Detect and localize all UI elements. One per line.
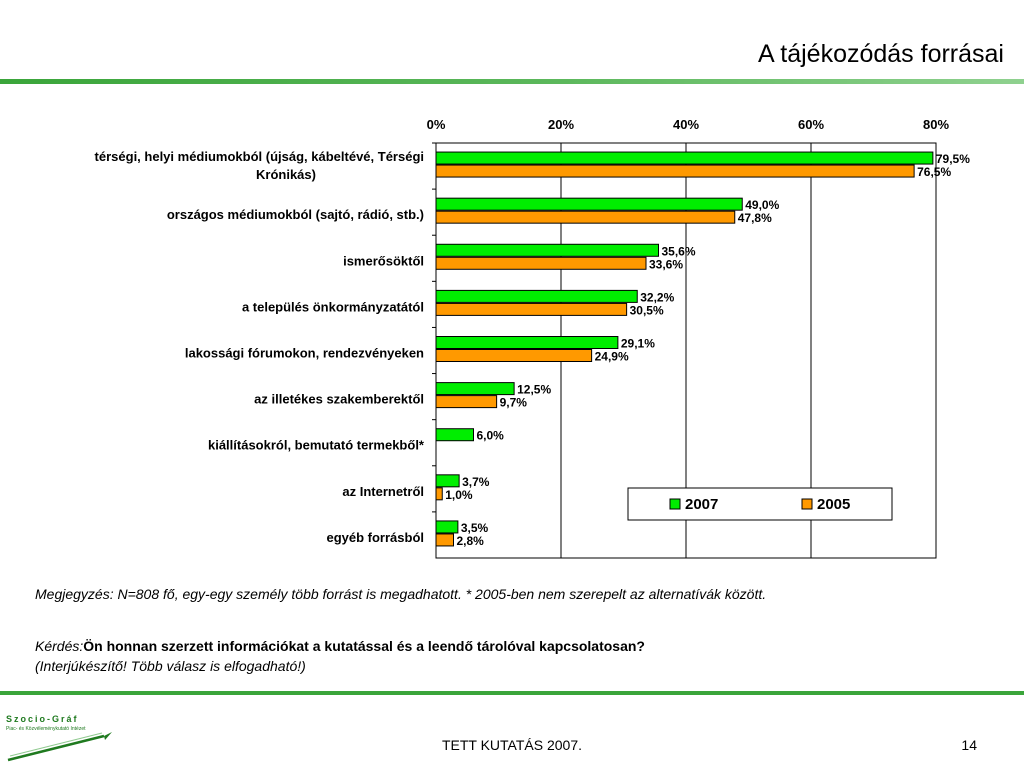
- question-hint: (Interjúkészítő! Több válasz is elfogadh…: [35, 658, 306, 674]
- chart-note: Megjegyzés: N=808 fő, egy-egy személy tö…: [35, 586, 767, 602]
- category-label: egyéb forrásból: [326, 530, 424, 545]
- x-tick-label: 80%: [923, 117, 949, 132]
- data-label: 49,0%: [745, 198, 779, 212]
- bar-2007: [435, 336, 619, 349]
- data-label: 32,2%: [640, 290, 674, 304]
- legend-label: 2005: [817, 496, 850, 513]
- bar-2007: [435, 197, 743, 211]
- legend-swatch: [801, 498, 813, 510]
- category-label: kiállításokról, bemutató termekből*: [208, 438, 425, 453]
- bar-2007: [435, 289, 638, 303]
- data-label: 12,5%: [517, 383, 551, 397]
- bar-2007: [435, 428, 474, 442]
- bar-2005: [435, 302, 628, 316]
- bar-2007: [435, 243, 659, 257]
- legend-label: 2007: [685, 496, 718, 513]
- bar-2005: [435, 395, 498, 409]
- bar-2005: [435, 164, 915, 178]
- legend-box: [627, 487, 893, 521]
- category-label: országos médiumokból (sajtó, rádió, stb.…: [167, 207, 424, 222]
- data-label: 9,7%: [500, 396, 528, 410]
- logo-subtitle: Piac- és Közvéleménykutató Intézet: [6, 726, 86, 732]
- data-label: 79,5%: [936, 152, 970, 166]
- category-label: az Internetről: [342, 484, 424, 499]
- category-label: ismerősöktől: [343, 253, 424, 268]
- page-number: 14: [961, 737, 977, 753]
- data-label: 76,5%: [917, 165, 951, 179]
- header-divider: [0, 79, 1024, 84]
- x-tick-label: 40%: [673, 117, 699, 132]
- x-tick-label: 0%: [427, 117, 446, 132]
- bar-2007: [435, 520, 459, 534]
- x-tick-label: 60%: [798, 117, 824, 132]
- bar-2007: [435, 151, 934, 165]
- legend-swatch: [669, 498, 681, 510]
- category-label: térségi, helyi médiumokból (újság, kábel…: [95, 149, 424, 182]
- category-label: lakossági fórumokon, rendezvényeken: [185, 346, 424, 361]
- data-label: 30,5%: [630, 303, 664, 317]
- data-label: 29,1%: [621, 337, 655, 351]
- data-label: 35,6%: [662, 244, 696, 258]
- logo-name: Szocio-Gráf: [6, 714, 79, 724]
- category-label: az illetékes szakemberektől: [254, 392, 424, 407]
- data-label: 6,0%: [477, 429, 505, 443]
- bar-chart: 0% 20% 40% 60% 80% térségi, helyi médiumokból…: [95, 117, 970, 559]
- footer-text: TETT KUTATÁS 2007.: [441, 737, 583, 753]
- data-label: 33,6%: [649, 257, 683, 271]
- bar-2005: [435, 256, 647, 270]
- bar-2005: [435, 349, 593, 362]
- data-label: 3,7%: [462, 475, 490, 489]
- category-label: a település önkormányzatától: [242, 299, 424, 314]
- question-prefix: Kérdés:: [35, 638, 84, 654]
- data-label: 3,5%: [461, 521, 489, 535]
- bar-2005: [435, 210, 736, 224]
- bar-2007: [435, 474, 460, 488]
- survey-question: Kérdés:Ön honnan szerzett információkat …: [35, 636, 645, 676]
- page-title: A tájékozódás forrásai: [758, 40, 1004, 68]
- data-label: 1,0%: [445, 488, 473, 502]
- bar-2007: [435, 382, 515, 396]
- bar-2005: [435, 487, 443, 501]
- company-logo: Szocio-Gráf Piac- és Közvéleménykutató I…: [4, 714, 122, 764]
- question-text: Ön honnan szerzett információkat a kutat…: [83, 638, 645, 654]
- data-label: 47,8%: [738, 211, 772, 225]
- x-tick-label: 20%: [548, 117, 574, 132]
- data-label: 24,9%: [595, 350, 629, 364]
- bar-2005: [435, 533, 454, 547]
- data-label: 2,8%: [457, 534, 485, 548]
- pencil-icon: [7, 732, 112, 762]
- footer-divider: [0, 691, 1024, 695]
